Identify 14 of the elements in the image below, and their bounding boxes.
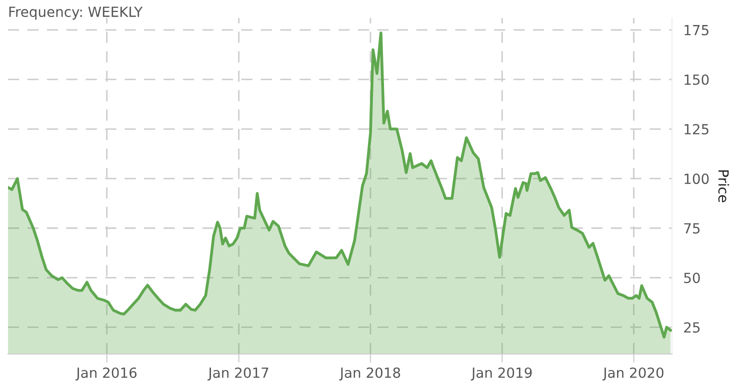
y-tick-label: 125 [684,124,708,134]
x-tick-label: Jan 2017 [208,367,268,381]
y-tick-label: 150 [684,74,709,85]
x-tick-label: Jan 2018 [339,367,400,381]
x-tick-label: Jan 2019 [470,367,532,381]
y-tick-label: 100 [684,174,709,184]
y-tick-label: 75 [684,223,700,234]
y-tick-label: 175 [684,25,708,36]
y-tick-label: 25 [684,322,700,333]
y-axis-title: Price [718,170,730,202]
chart-title: Frequency: WEEKLY [9,6,143,20]
y-tick-label: 50 [684,272,700,284]
x-tick-label: Jan 2016 [76,367,137,381]
x-tick-label: Jan 2020 [602,367,664,381]
